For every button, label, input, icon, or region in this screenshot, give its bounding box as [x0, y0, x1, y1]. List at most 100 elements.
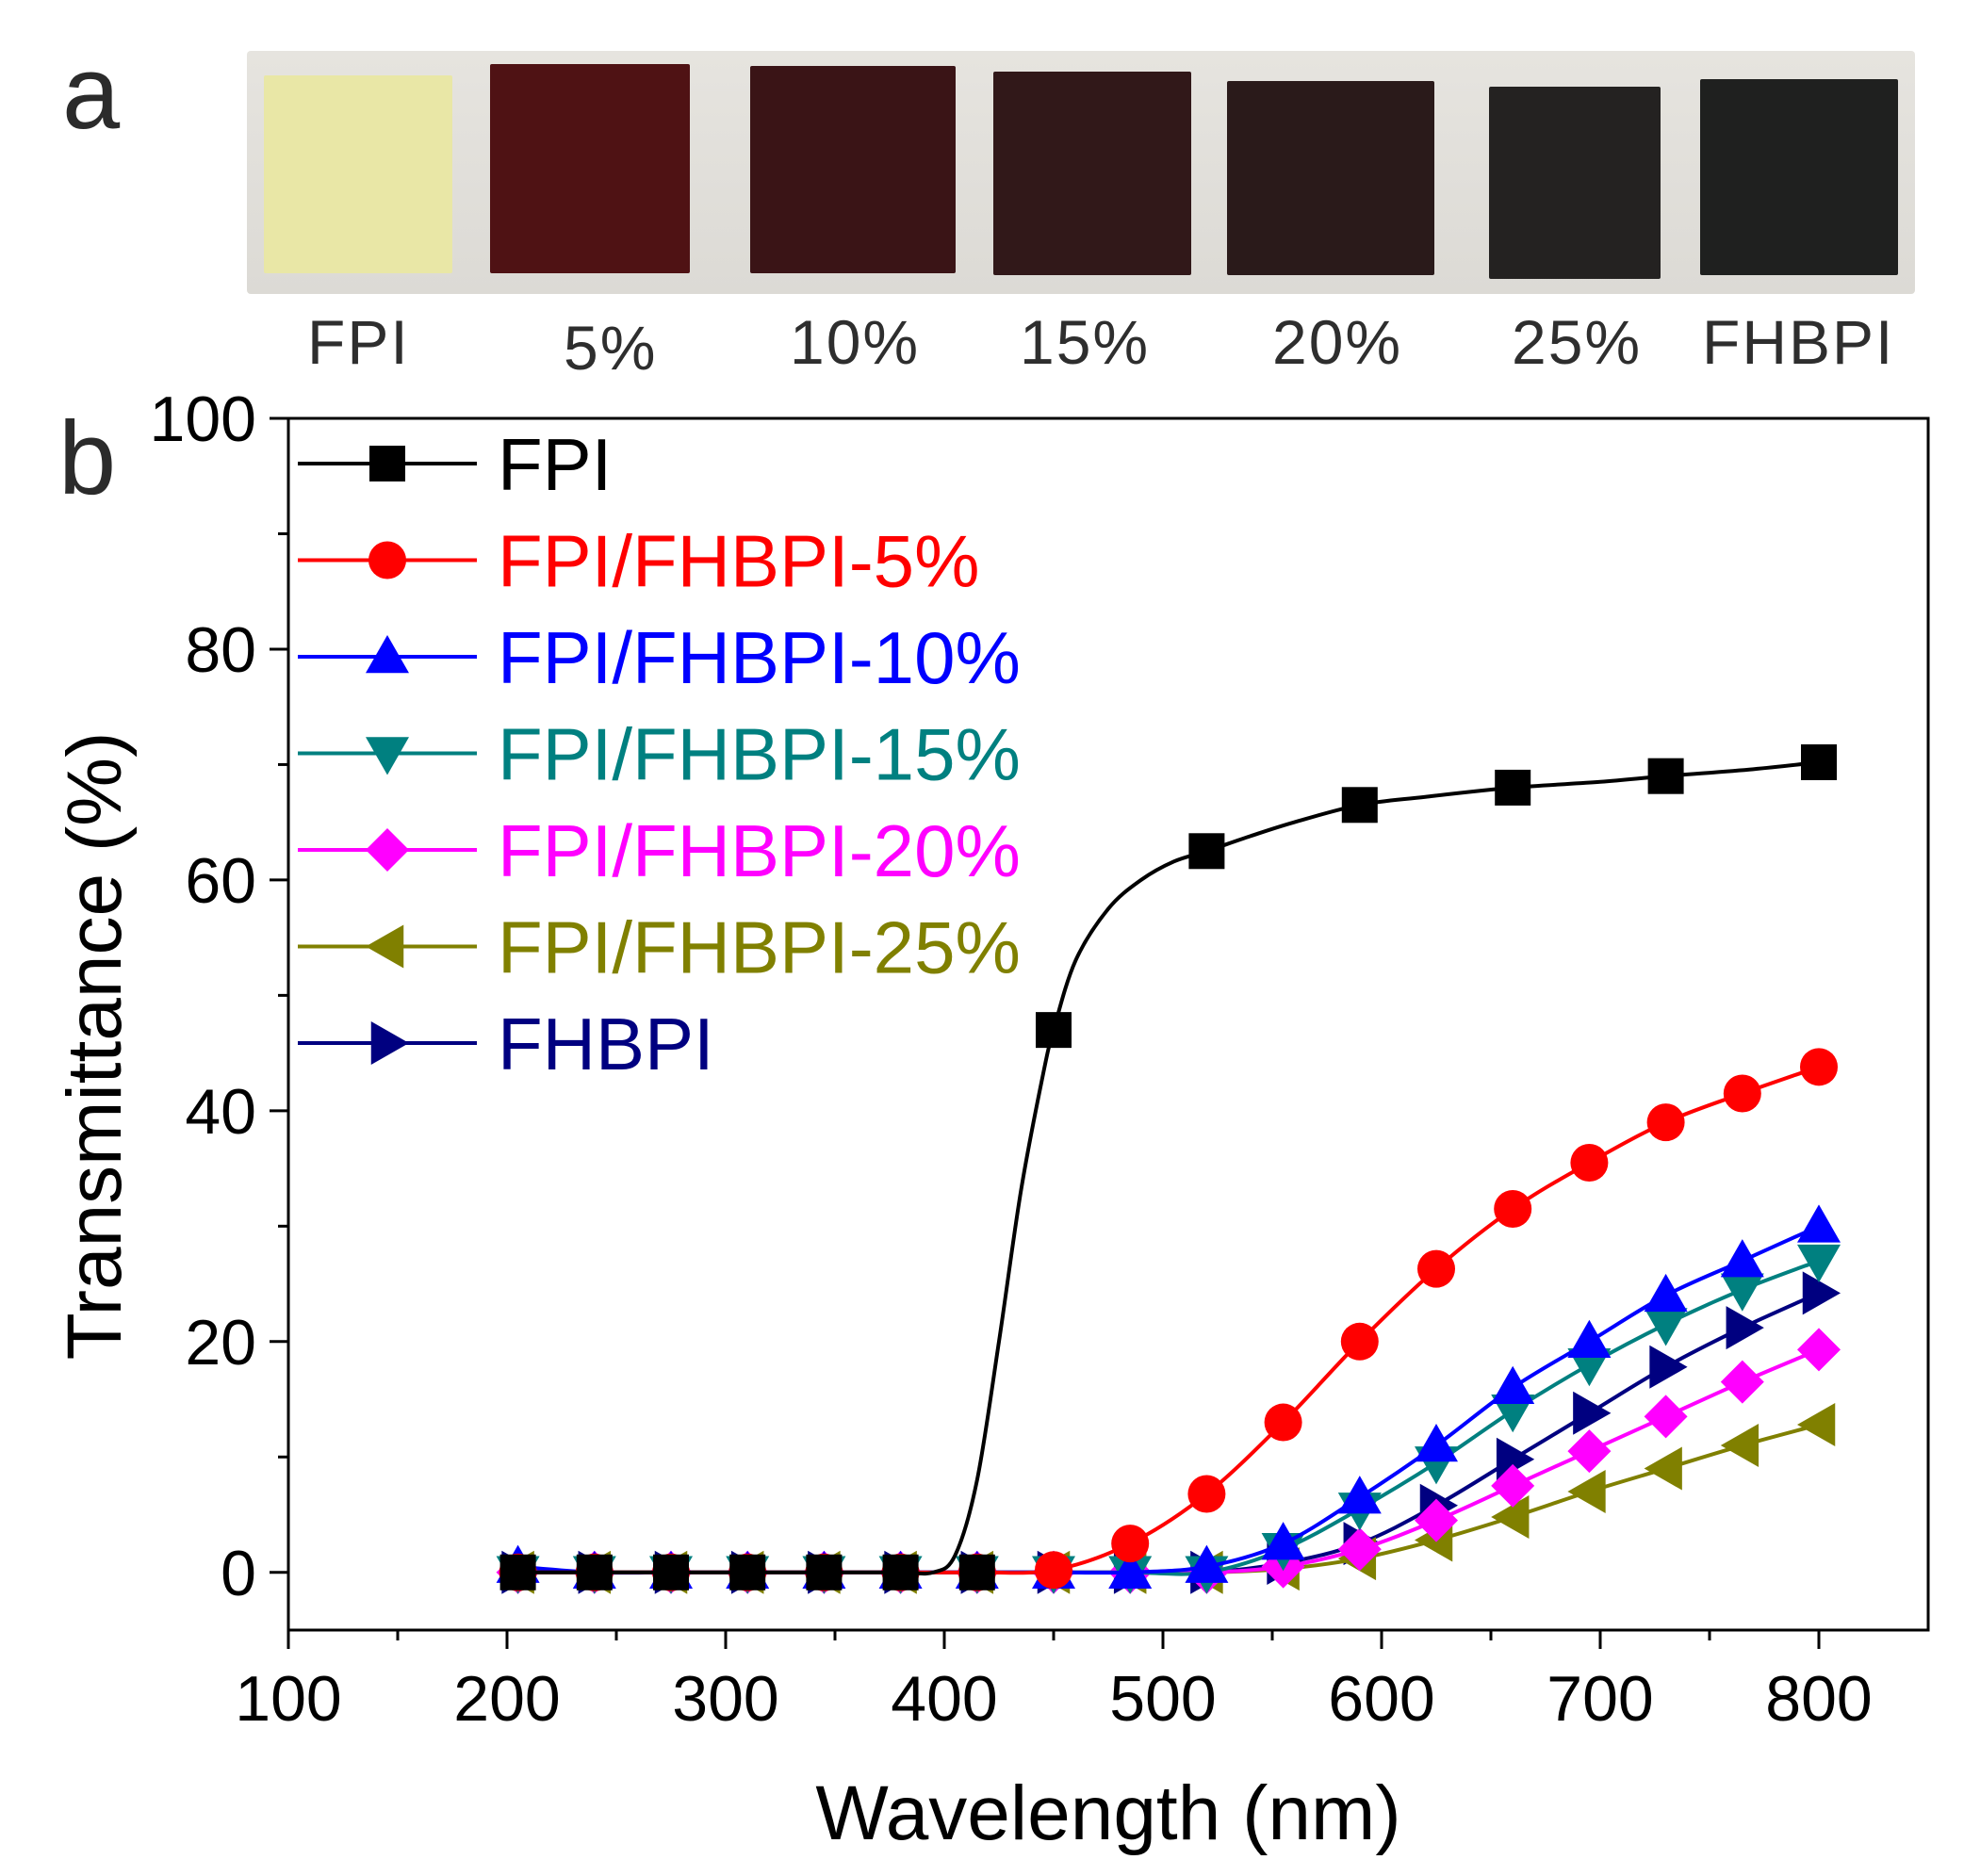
swatch-fhbpi [1700, 79, 1898, 275]
data-point [1567, 1429, 1612, 1474]
y-tick-labels: 0 20 40 60 80 100 [150, 383, 256, 1609]
swatch-10pct [750, 66, 956, 273]
y-tick-label-60: 60 [185, 845, 256, 917]
swatch-20pct [1227, 81, 1434, 275]
data-point [1801, 743, 1837, 780]
legend-marker [366, 924, 404, 969]
legend-label: FPI/FHBPI-10% [498, 616, 1021, 699]
x-tick-label-100: 100 [235, 1663, 341, 1735]
legend-label: FPI/FHBPI-20% [498, 809, 1021, 892]
data-point [1720, 1424, 1759, 1468]
x-tick-label-600: 600 [1328, 1663, 1434, 1735]
legend-entry-3: FPI/FHBPI-15% [298, 713, 1021, 796]
y-tick-label-0: 0 [221, 1538, 256, 1609]
legend-entry-1: FPI/FHBPI-5% [298, 520, 979, 603]
legend-label: FPI/FHBPI-15% [498, 713, 1021, 796]
data-point [1491, 1395, 1535, 1433]
data-point [1797, 1402, 1836, 1446]
swatch-25pct [1489, 87, 1661, 279]
swatch-label-20pct: 20% [1272, 307, 1403, 377]
series-line [517, 1259, 1820, 1576]
y-tick-label-20: 20 [185, 1307, 256, 1378]
swatch-5pct [490, 64, 690, 273]
sample-photo-strip [247, 51, 1915, 294]
legend-entry-5: FPI/FHBPI-25% [298, 906, 1021, 989]
data-point [882, 1554, 919, 1591]
data-point [1570, 1143, 1609, 1182]
series-layer [496, 743, 1841, 1594]
legend-entry-6: FHBPI [298, 1003, 714, 1085]
data-point [1797, 1244, 1841, 1283]
x-tick-label-500: 500 [1109, 1663, 1216, 1735]
plot-frame [286, 416, 1930, 1632]
axis-ticks [270, 416, 1821, 1649]
series-fpi-fhbpi-15- [496, 1244, 1841, 1594]
data-point [1644, 1395, 1688, 1439]
data-point [1491, 1463, 1535, 1508]
data-point [1108, 1550, 1153, 1590]
panel-b-letter: b [58, 400, 117, 516]
data-point [1726, 1306, 1764, 1350]
series-fpi [499, 743, 1837, 1591]
legend-entry-4: FPI/FHBPI-20% [298, 809, 1021, 892]
y-tick-label-80: 80 [185, 614, 256, 686]
data-point [1567, 1348, 1612, 1387]
x-tick-label-300: 300 [672, 1663, 778, 1735]
series-line [517, 1291, 1820, 1575]
data-point [1187, 1475, 1226, 1513]
data-point [1797, 1204, 1841, 1243]
data-point [499, 1554, 536, 1591]
data-point [958, 1554, 995, 1591]
data-point [1415, 1498, 1458, 1542]
legend-marker [368, 541, 406, 579]
swatch-label-fpi: FPI [307, 307, 410, 377]
legend-marker [366, 635, 409, 674]
data-point [1802, 1271, 1841, 1315]
data-point [1036, 1012, 1072, 1049]
data-point [1261, 1522, 1305, 1560]
data-point [1797, 1328, 1841, 1372]
legend-label: FPI [498, 423, 612, 506]
data-point [1720, 1360, 1764, 1404]
data-point [1491, 1494, 1530, 1539]
legend-marker [366, 737, 409, 775]
legend-label: FHBPI [498, 1003, 714, 1085]
data-point [1491, 1365, 1535, 1405]
legend: FPI FPI/FHBPI-5% FPI/FHBPI-10% FPI/FHBPI-15… [298, 423, 1021, 1085]
y-axis-label: Transmittance (%) [52, 732, 138, 1361]
data-point [1188, 833, 1225, 870]
legend-marker [369, 446, 405, 481]
data-point [806, 1554, 843, 1591]
swatch-label-5pct: 5% [564, 313, 658, 383]
swatch-label-10pct: 10% [790, 307, 921, 377]
data-point [1185, 1544, 1229, 1583]
data-point [1337, 1527, 1382, 1572]
swatch-label-25pct: 25% [1512, 307, 1643, 377]
data-point [1720, 1239, 1764, 1278]
data-point [1417, 1249, 1455, 1288]
data-point [1644, 1308, 1688, 1346]
data-point [1723, 1074, 1761, 1113]
y-tick-label-40: 40 [185, 1076, 256, 1148]
series-fpi-fhbpi-20- [496, 1328, 1841, 1594]
data-point [1800, 1048, 1838, 1086]
data-point [1567, 1470, 1606, 1514]
data-point [653, 1554, 689, 1591]
swatch-15pct [993, 72, 1191, 275]
data-point [1415, 1424, 1458, 1462]
x-tick-labels: 100 200 300 400 500 600 700 800 [235, 1663, 1872, 1735]
data-point [1494, 1189, 1532, 1228]
x-tick-label-200: 200 [453, 1663, 560, 1735]
data-point [1649, 1345, 1688, 1389]
legend-marker [366, 828, 409, 872]
series-line [517, 1423, 1820, 1575]
y-tick-label-100: 100 [150, 383, 256, 455]
panel-a-letter: a [62, 35, 121, 151]
legend-entry-0: FPI [298, 423, 612, 506]
x-tick-label-700: 700 [1547, 1663, 1653, 1735]
swatch-label-15pct: 15% [1020, 307, 1151, 377]
data-point [1341, 787, 1378, 824]
data-point [1035, 1551, 1072, 1590]
